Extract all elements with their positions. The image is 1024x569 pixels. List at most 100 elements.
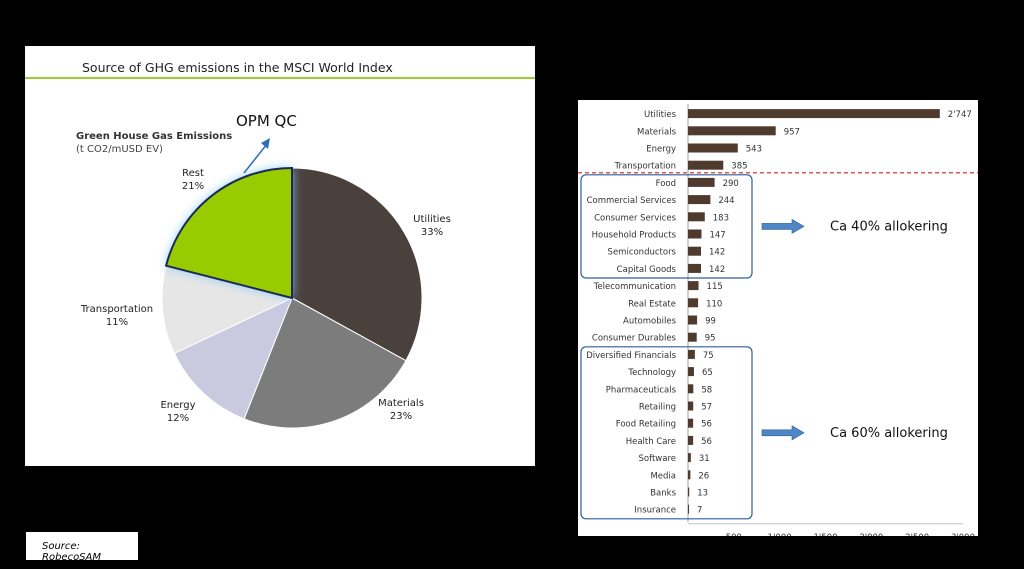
category-label-consumer-services: Consumer Services <box>594 213 676 223</box>
bar-value-commercial-services: 244 <box>718 196 734 206</box>
category-label-software: Software <box>639 454 676 464</box>
bar-utilities <box>688 109 940 119</box>
bar-media <box>688 470 691 480</box>
bar-value-banks: 13 <box>697 489 708 499</box>
annotation-arrow-line <box>243 143 268 174</box>
pie-slice-transportation <box>161 265 294 355</box>
pie-value-transportation: 11% <box>106 317 128 328</box>
bar-value-semiconductors: 142 <box>709 248 725 258</box>
category-label-real-estate: Real Estate <box>628 299 676 309</box>
x-tick-label: 500 <box>726 533 742 536</box>
bar-value-retailing: 57 <box>701 403 712 413</box>
category-label-food: Food <box>656 179 676 189</box>
category-label-capital-goods: Capital Goods <box>617 265 677 275</box>
pie-chart: Utilities 33% Materials 23% Energy 12% Transpo… <box>76 112 451 429</box>
group-arrow-2 <box>761 425 805 441</box>
bar-value-insurance: 7 <box>697 506 702 516</box>
pie-label-utilities: Utilities <box>413 214 451 225</box>
group-box-2 <box>580 346 753 520</box>
bar-retailing <box>688 401 694 411</box>
bar-value-media: 26 <box>698 471 709 481</box>
bar-value-transportation: 385 <box>731 162 747 172</box>
bar-household-products <box>688 229 702 239</box>
category-label-food-retailing: Food Retailing <box>616 420 676 430</box>
bar-value-consumer-services: 183 <box>713 213 729 223</box>
category-label-diversified-financials: Diversified Financials <box>586 351 676 361</box>
bar-pharmaceuticals <box>688 384 694 394</box>
pie-label-materials: Materials <box>378 398 424 409</box>
category-label-materials: Materials <box>637 127 677 137</box>
group-label-1: Ca 40% allokering <box>830 219 948 234</box>
group-label-2: Ca 60% allokering <box>830 426 948 441</box>
bar-diversified-financials <box>688 349 695 359</box>
bar-value-automobiles: 99 <box>705 317 716 327</box>
annotation-arrow-head <box>261 138 270 149</box>
bar-telecommunication <box>688 281 699 291</box>
bar-energy <box>688 143 738 153</box>
bar-value-materials: 957 <box>784 127 800 137</box>
bar-automobiles <box>688 315 698 325</box>
source-box: Source: RobecoSAM <box>26 532 138 563</box>
bar-value-household-products: 147 <box>709 231 725 241</box>
pie-chart-panel: Source of GHG emissions in the MSCI Worl… <box>25 46 535 466</box>
pie-slice-materials <box>243 297 407 429</box>
bar-value-food-retailing: 56 <box>701 420 712 430</box>
pie-value-energy: 12% <box>167 413 189 424</box>
bar-banks <box>688 487 690 497</box>
pie-label-rest: Rest <box>182 168 204 179</box>
bar-materials <box>688 126 776 136</box>
bar-real-estate <box>688 298 699 308</box>
bar-health-care <box>688 435 694 445</box>
pie-subtitle: Green House Gas Emissions <box>76 131 232 142</box>
bar-food-retailing <box>688 418 694 428</box>
pie-value-utilities: 33% <box>421 227 443 238</box>
group-box-1 <box>580 174 753 279</box>
pie-slice-energy <box>173 297 293 420</box>
annotation-opm-qc: OPM QC <box>236 112 297 130</box>
bar-value-food: 290 <box>723 179 739 189</box>
category-label-utilities: Utilities <box>644 110 677 120</box>
category-label-commercial-services: Commercial Services <box>587 196 677 206</box>
group-arrow-1 <box>761 218 805 234</box>
category-label-insurance: Insurance <box>634 506 676 516</box>
source-text: Source: RobecoSAM <box>42 541 101 563</box>
bar-value-energy: 543 <box>746 145 762 155</box>
x-tick-label: 1'000 <box>768 533 792 536</box>
bar-value-technology: 65 <box>702 368 713 378</box>
category-label-technology: Technology <box>627 368 676 378</box>
bar-chart-panel: Utilities 2'747 Materials 957 Energy 543 Trans… <box>578 100 978 536</box>
bar-value-health-care: 56 <box>701 437 712 447</box>
bar-insurance <box>688 504 689 514</box>
pie-value-rest: 21% <box>182 181 204 192</box>
bar-food <box>688 177 715 187</box>
bar-software <box>688 453 691 463</box>
category-label-energy: Energy <box>646 145 676 155</box>
bar-commercial-services <box>688 195 711 205</box>
bar-technology <box>688 367 694 377</box>
category-label-household-products: Household Products <box>592 231 677 241</box>
bar-value-consumer-durables: 95 <box>705 334 716 344</box>
category-label-automobiles: Automobiles <box>623 317 677 327</box>
highlight-outline <box>164 166 293 300</box>
bar-value-diversified-financials: 75 <box>703 351 714 361</box>
bar-semiconductors <box>688 246 702 256</box>
x-tick-label: 3'000 <box>951 533 975 536</box>
x-tick-label: 2'000 <box>859 533 883 536</box>
bar-consumer-services <box>688 212 705 222</box>
bar-value-real-estate: 110 <box>706 299 722 309</box>
pie-value-materials: 23% <box>390 411 412 422</box>
category-label-retailing: Retailing <box>639 403 676 413</box>
bar-transportation <box>688 160 724 170</box>
bar-consumer-durables <box>688 332 697 342</box>
category-label-banks: Banks <box>650 489 676 499</box>
x-tick-label: - <box>686 533 689 536</box>
x-tick-label: 1'500 <box>814 533 838 536</box>
bar-value-utilities: 2'747 <box>948 110 972 120</box>
category-label-transportation: Transportation <box>614 162 676 172</box>
pie-subtitle-unit: (t CO2/mUSD EV) <box>76 144 163 155</box>
pie-label-energy: Energy <box>160 400 195 411</box>
bar-capital-goods <box>688 263 702 273</box>
pie-chart-title: Source of GHG emissions in the MSCI Worl… <box>82 60 393 75</box>
bar-value-software: 31 <box>699 454 710 464</box>
